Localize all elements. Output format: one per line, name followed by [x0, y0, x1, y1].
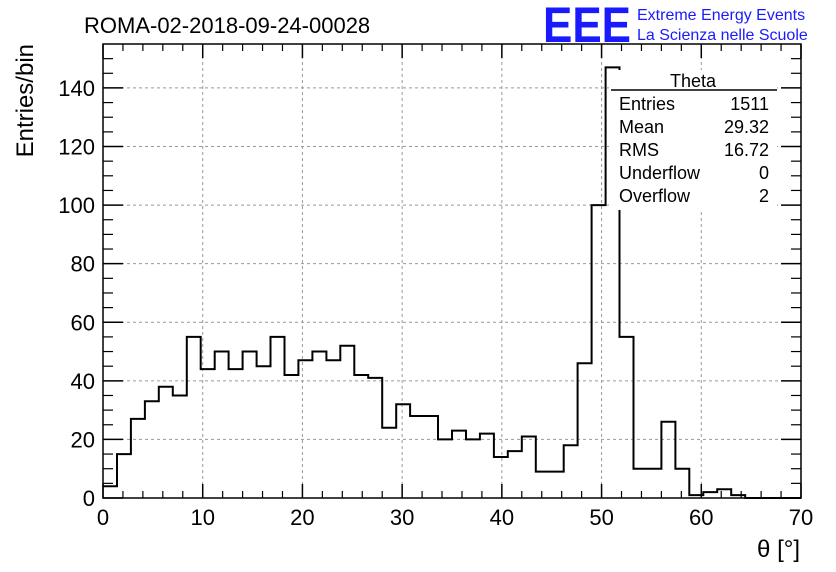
- x-tick-label: 40: [490, 505, 514, 530]
- y-tick-label: 80: [71, 252, 95, 277]
- x-tick-label: 0: [97, 505, 109, 530]
- y-tick-label: 100: [58, 193, 95, 218]
- x-tick-label: 10: [190, 505, 214, 530]
- y-tick-label: 0: [83, 486, 95, 511]
- stats-box: Theta Entries 1511 Mean 29.32 RMS 16.72 Underf…: [609, 70, 777, 210]
- logo-line-2: La Scienza nelle Scuole: [637, 27, 808, 44]
- x-tick-label: 60: [689, 505, 713, 530]
- y-tick-label: 140: [58, 76, 95, 101]
- grid: [103, 44, 801, 498]
- y-tick-label: 120: [58, 135, 95, 160]
- x-tick-label: 30: [390, 505, 414, 530]
- stats-rows: Entries 1511 Mean 29.32 RMS 16.72 Underflow 0 Ov…: [619, 94, 769, 206]
- y-tick-label: 60: [71, 310, 95, 335]
- stats-value: 0: [759, 163, 769, 183]
- stats-value: 1511: [730, 94, 769, 114]
- plot-frame: [102, 43, 802, 499]
- stats-title: Theta: [670, 71, 717, 91]
- stats-label: Overflow: [619, 186, 691, 206]
- x-axis-label: θ [°]: [757, 536, 800, 563]
- logo-text: EEE: [543, 0, 631, 53]
- stats-label: Mean: [619, 117, 664, 137]
- y-axis-label: Entries/bin: [12, 44, 39, 157]
- stats-value: 29.32: [724, 117, 769, 137]
- x-tick-label: 50: [589, 505, 613, 530]
- axis-ticks: [102, 44, 802, 499]
- logo-line-1: Extreme Energy Events: [637, 7, 805, 24]
- y-tick-labels: 0 20 40 60 80 100 120 140: [58, 76, 95, 511]
- stats-value: 2: [759, 186, 769, 206]
- stats-label: Underflow: [619, 163, 701, 183]
- stats-label: Entries: [619, 94, 675, 114]
- stats-box-background: [609, 70, 777, 210]
- stats-value: 16.72: [724, 140, 769, 160]
- x-tick-label: 20: [290, 505, 314, 530]
- chart-title: ROMA-02-2018-09-24-00028: [84, 13, 370, 38]
- histogram-line: [103, 66, 801, 499]
- x-tick-label: 70: [789, 505, 813, 530]
- stats-label: RMS: [619, 140, 659, 160]
- eee-logo: EEE Extreme Energy Events La Scienza nel…: [543, 0, 808, 53]
- y-tick-label: 40: [71, 369, 95, 394]
- y-tick-label: 20: [71, 427, 95, 452]
- x-tick-labels: 0 10 20 30 40 50 60 70: [97, 505, 813, 530]
